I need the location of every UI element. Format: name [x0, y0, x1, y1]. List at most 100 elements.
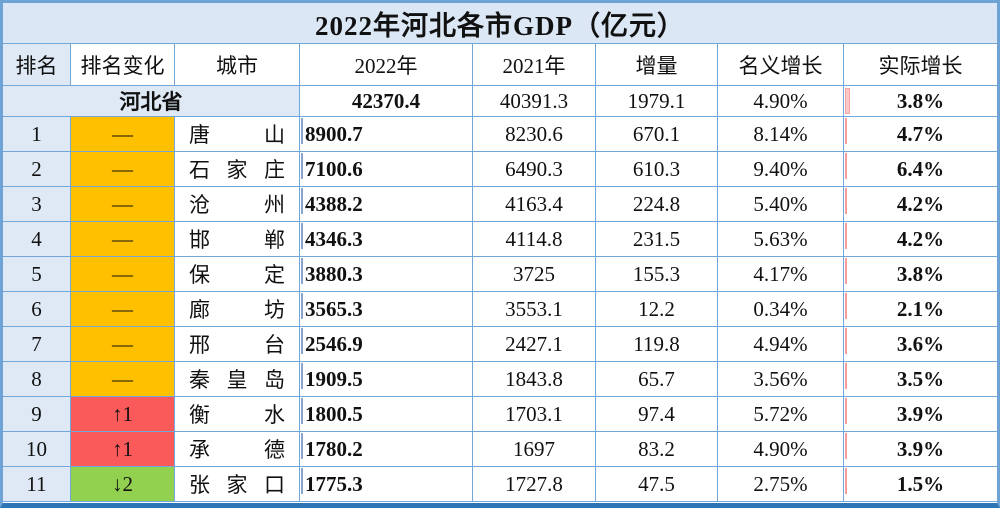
real-growth-bar-track — [845, 398, 995, 429]
table-row: 5 — 保定 3880.3 3725 155.3 4.17% 3.8% — [3, 257, 997, 292]
city-name: 石家庄 — [175, 152, 300, 187]
rank-change-cell: — — [71, 152, 175, 187]
gdp-bar-track — [301, 328, 470, 359]
city-name: 承德 — [175, 432, 300, 467]
real-growth-value: 3.8% — [896, 261, 945, 286]
delta-cell: 119.8 — [596, 327, 718, 362]
table-row: 11 ↓2 张家口 1775.3 1727.8 47.5 2.75% 1.5% — [3, 467, 997, 502]
real-growth-bar-track — [845, 328, 995, 359]
rank-cell: 7 — [3, 327, 71, 362]
gdp-bar-track — [301, 398, 470, 429]
gdp-bar-track — [301, 223, 470, 254]
real-growth-cell: 3.9% — [844, 397, 997, 432]
delta-cell: 155.3 — [596, 257, 718, 292]
gdp-bar-track — [301, 433, 470, 464]
real-growth-cell: 3.8% — [844, 257, 997, 292]
gdp-2022-cell: 2546.9 — [300, 327, 473, 362]
city-char: 衡 — [189, 403, 210, 427]
real-growth-cell: 2.1% — [844, 292, 997, 327]
gdp-2022-value: 1775.3 — [305, 471, 363, 496]
city-char: 廊 — [189, 298, 210, 322]
province-gdp-2022: 42370.4 — [300, 86, 473, 117]
real-growth-bar-track — [845, 363, 995, 394]
city-name: 秦皇岛 — [175, 362, 300, 397]
real-growth-bar-track — [845, 188, 995, 219]
real-growth-bar — [845, 398, 847, 424]
table-row: 9 ↑1 衡水 1800.5 1703.1 97.4 5.72% 3.9% — [3, 397, 997, 432]
table-body: 1 — 唐山 8900.7 8230.6 670.1 8.14% 4.7% 2 … — [3, 117, 997, 502]
table-title: 2022年河北各市GDP（亿元） — [3, 3, 997, 44]
real-growth-bar — [845, 363, 847, 389]
real-growth-cell: 3.5% — [844, 362, 997, 397]
city-char: 坊 — [264, 298, 285, 322]
gdp-2022-value: 4388.2 — [305, 191, 363, 216]
rank-cell: 11 — [3, 467, 71, 502]
province-real-growth: 3.8% — [844, 86, 997, 117]
header-city: 城市 — [175, 44, 300, 86]
real-growth-cell: 3.9% — [844, 432, 997, 467]
rank-change-cell: — — [71, 187, 175, 222]
real-growth-value: 6.4% — [896, 156, 945, 181]
delta-cell: 47.5 — [596, 467, 718, 502]
real-growth-bar — [845, 223, 847, 249]
gdp-2022-value: 1909.5 — [305, 366, 363, 391]
real-growth-bar — [845, 468, 847, 494]
gdp-2022-cell: 4388.2 — [300, 187, 473, 222]
gdp-2021-cell: 6490.3 — [473, 152, 596, 187]
table-row: 4 — 邯郸 4346.3 4114.8 231.5 5.63% 4.2% — [3, 222, 997, 257]
province-nominal-growth: 4.90% — [718, 86, 844, 117]
real-growth-bar — [845, 118, 847, 144]
header-2022: 2022年 — [300, 44, 473, 86]
real-growth-value: 4.2% — [896, 191, 945, 216]
real-growth-bar-track — [845, 118, 995, 149]
table-row: 6 — 廊坊 3565.3 3553.1 12.2 0.34% 2.1% — [3, 292, 997, 327]
real-growth-value: 3.9% — [896, 436, 945, 461]
real-growth-bar — [845, 433, 847, 459]
city-char: 口 — [264, 473, 285, 497]
rank-cell: 1 — [3, 117, 71, 152]
city-name: 张家口 — [175, 467, 300, 502]
gdp-bar — [301, 118, 303, 144]
nominal-growth-cell: 9.40% — [718, 152, 844, 187]
gdp-2022-value: 8900.7 — [305, 121, 363, 146]
gdp-bar-track — [301, 258, 470, 289]
city-char: 台 — [264, 333, 285, 357]
rank-cell: 9 — [3, 397, 71, 432]
real-growth-cell: 4.2% — [844, 187, 997, 222]
city-char: 定 — [264, 263, 285, 287]
real-growth-bar-track — [845, 433, 995, 464]
city-char: 邯 — [189, 228, 210, 252]
gdp-bar — [301, 223, 303, 249]
delta-cell: 12.2 — [596, 292, 718, 327]
delta-cell: 224.8 — [596, 187, 718, 222]
rank-change-cell: ↓2 — [71, 467, 175, 502]
rank-cell: 4 — [3, 222, 71, 257]
city-name: 保定 — [175, 257, 300, 292]
city-char: 德 — [264, 438, 285, 462]
rank-cell: 2 — [3, 152, 71, 187]
nominal-growth-cell: 5.72% — [718, 397, 844, 432]
nominal-growth-cell: 5.40% — [718, 187, 844, 222]
real-growth-bar-track — [845, 223, 995, 254]
gdp-2022-cell: 1780.2 — [300, 432, 473, 467]
nominal-growth-cell: 0.34% — [718, 292, 844, 327]
header-rank-change: 排名变化 — [71, 44, 175, 86]
header-nominal-growth: 名义增长 — [718, 44, 844, 86]
province-delta: 1979.1 — [596, 86, 718, 117]
gdp-bar — [301, 433, 303, 459]
city-char: 岛 — [264, 368, 285, 392]
city-name: 衡水 — [175, 397, 300, 432]
delta-cell: 83.2 — [596, 432, 718, 467]
delta-cell: 670.1 — [596, 117, 718, 152]
city-char: 沧 — [189, 193, 210, 217]
gdp-bar — [301, 258, 303, 284]
rank-cell: 6 — [3, 292, 71, 327]
rank-change-cell: — — [71, 222, 175, 257]
gdp-2022-cell: 1775.3 — [300, 467, 473, 502]
rank-change-cell: — — [71, 117, 175, 152]
real-growth-value: 4.2% — [896, 226, 945, 251]
rank-change-cell: ↑1 — [71, 397, 175, 432]
gdp-2022-cell: 1800.5 — [300, 397, 473, 432]
delta-cell: 65.7 — [596, 362, 718, 397]
city-char: 郸 — [264, 228, 285, 252]
